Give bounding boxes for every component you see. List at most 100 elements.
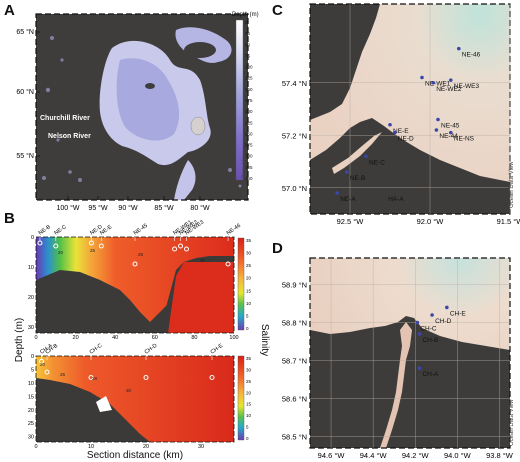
station-label: CH-C <box>420 326 437 333</box>
distance-tick-label: 60 <box>152 335 158 341</box>
distance-tick-label: 30 <box>198 444 204 450</box>
panel-label-b: B <box>4 210 15 227</box>
lon-tick-label: 94.2 °W <box>402 451 430 460</box>
salinity-colorbar-ticks: 35 35 30 30 25 25 20 20 15 15 10 10 5 5 0 0 <box>246 238 252 441</box>
churchill-river-channel <box>380 322 412 448</box>
lat-tick-label: 58.6 °N <box>282 395 307 404</box>
station-label: CH-B <box>422 337 438 344</box>
contour-label: 25 <box>90 248 96 253</box>
island <box>145 83 155 89</box>
section-station-label: NE-46 <box>226 223 242 237</box>
lon-tick-label: 94.0 °W <box>444 451 472 460</box>
section-top-ridge <box>150 300 172 333</box>
station-marker <box>364 154 368 159</box>
station-label: NE-44 <box>439 133 458 140</box>
depth-colorbar-tick: 300 <box>245 154 253 159</box>
salinity-tick-label: 25 <box>246 379 252 384</box>
sample-dot <box>98 243 104 249</box>
section-bottom-seafloor <box>36 378 150 442</box>
salinity-tick-label: 30 <box>246 367 252 372</box>
map-c-frame <box>309 3 511 215</box>
station-label: NE-46 <box>462 52 481 59</box>
depth-colorbar-tick: 50 <box>245 42 251 47</box>
map-d-land <box>310 258 510 448</box>
distance-tick-label: 40 <box>112 335 118 341</box>
sample-dot <box>39 358 44 364</box>
depth-colorbar-tick: 200 <box>245 109 253 114</box>
section-station-label: NE-B <box>38 224 52 237</box>
station-label: NE-C <box>369 159 385 166</box>
map-c-grid <box>310 4 511 214</box>
contour-label: 20 <box>58 250 64 255</box>
distance-tick-label: 80 <box>191 335 197 341</box>
map-d-grid <box>310 258 510 448</box>
depth-colorbar-tick: 25 <box>245 31 251 36</box>
distance-tick-label: 0 <box>34 335 37 341</box>
depth-tick-label: 5 <box>31 367 34 373</box>
section-bottom-frame <box>35 355 235 443</box>
depth-colorbar-tick: 350 <box>245 176 253 181</box>
depth-colorbar-tick: 325 <box>245 165 253 170</box>
depth-colorbar-tick: 150 <box>245 87 253 92</box>
station-marker <box>393 130 397 135</box>
hudson-bay-deep <box>116 58 180 141</box>
station-marker <box>420 75 424 80</box>
station-marker <box>388 122 392 127</box>
lon-tick-label: 91.5 °W <box>497 217 520 226</box>
distance-tick-label: 20 <box>73 335 79 341</box>
lat-tick-label: 60 °N <box>16 88 34 96</box>
lat-tick-label: 58.8 °N <box>282 319 307 328</box>
section-distance-label: Section distance (km) <box>87 450 183 461</box>
lat-tick-label: 58.5 °N <box>282 433 307 442</box>
section-top-contours: 20 25 28 30 <box>58 248 206 263</box>
station-label: NE-WE2 <box>436 86 462 93</box>
salinity-tick-label: 10 <box>246 413 252 418</box>
station-label: NE-WE1 <box>425 81 451 88</box>
distance-tick-label: 100 <box>229 335 238 341</box>
map-a-frame <box>35 13 249 201</box>
panel-label-d: D <box>272 240 283 257</box>
contour-label: 30 <box>200 258 206 263</box>
depth-tick-label: 15 <box>28 394 34 400</box>
map-c-lon-ticks: 92.5 °W 92.0 °W 91.5 °W <box>337 217 520 226</box>
section-station-label: NE-45 <box>133 223 149 237</box>
section-station-label: CH-C <box>89 343 104 356</box>
contour-label: 30 <box>126 388 132 393</box>
map-d-lat-ticks: 58.9 °N 58.8 °N 58.7 °N 58.6 °N 58.5 °N <box>282 281 307 442</box>
station-marker <box>417 366 422 371</box>
salinity-tick-label: 0 <box>246 326 249 331</box>
depth-tick-label: 0 <box>31 354 34 360</box>
map-d-frame <box>309 257 511 449</box>
depth-tick-label: 30 <box>28 325 34 331</box>
credit-d: Ocean Data View <box>509 399 515 446</box>
lon-tick-label: 80 °W <box>190 204 210 212</box>
depth-colorbar-title: Depth (m) <box>232 12 259 18</box>
contour-label: 28 <box>92 376 98 381</box>
station-label: NE-D <box>398 136 414 143</box>
depth-axis-label: Depth (m) <box>14 318 25 362</box>
distance-tick-label: 20 <box>143 444 149 450</box>
depth-colorbar-tick: 0 <box>245 20 248 25</box>
salinity-tick-label: 15 <box>246 288 252 293</box>
map-d: CH-ECH-DCH-C CH-B CH-A 58.9 °N 58.8 °N 58.7 … <box>282 257 515 460</box>
section-station-label: CH-D <box>144 343 159 356</box>
station-marker <box>436 117 440 122</box>
lon-tick-label: 94.6 °W <box>318 451 346 460</box>
station-marker <box>449 130 453 135</box>
station-marker <box>415 320 420 325</box>
lat-tick-label: 57.2 °N <box>282 131 307 140</box>
distance-tick-label: 10 <box>88 444 94 450</box>
map-a: Depth (m) 0 25 50 75 100 125 150 175 200 225 250 27… <box>16 12 258 212</box>
station-label: HA-A <box>388 196 404 203</box>
salinity-tick-label: 20 <box>246 390 252 395</box>
lat-tick-label: 65 °N <box>16 28 34 36</box>
lat-tick-label: 58.7 °N <box>282 357 307 366</box>
contour-label: 20 <box>40 362 46 367</box>
section-top-deep-water <box>168 262 234 333</box>
map-c-lat-ticks: 57.4 °N 57.2 °N 57.0 °N <box>282 79 307 193</box>
section-bottom-gap <box>96 396 112 412</box>
lon-tick-label: 93.8 °W <box>486 451 514 460</box>
